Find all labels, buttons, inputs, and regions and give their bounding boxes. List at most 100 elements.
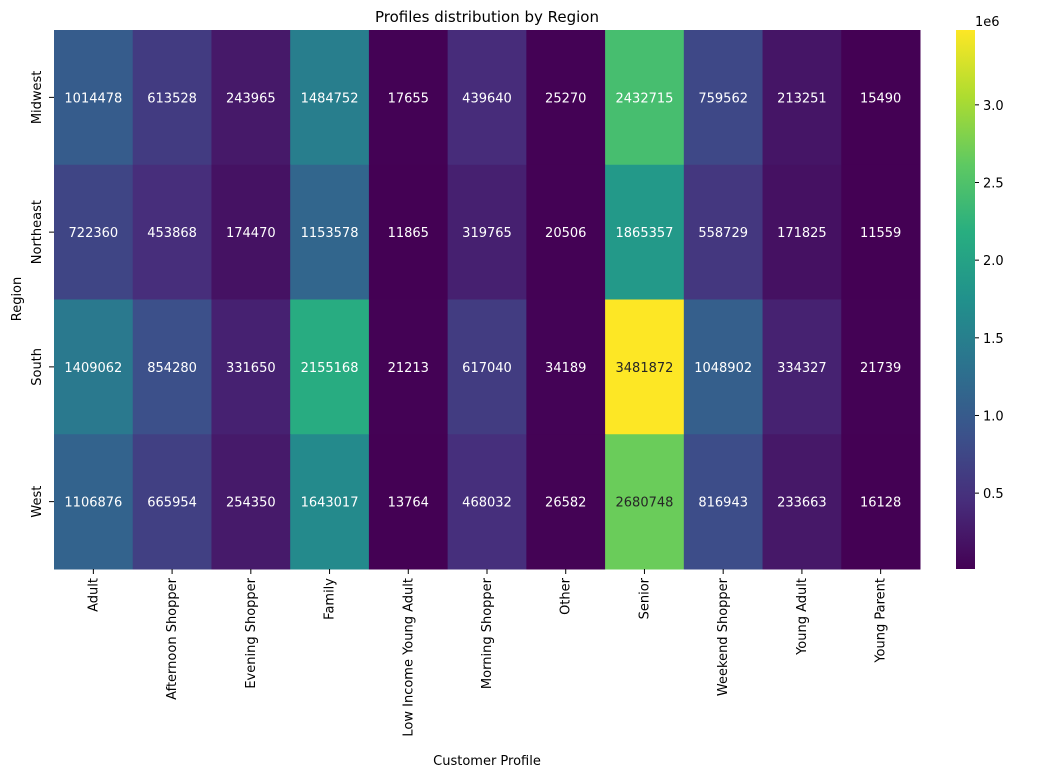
cell-value-label: 1484752 bbox=[301, 91, 359, 106]
heatmap-cell bbox=[54, 30, 134, 166]
cell-value-label: 854280 bbox=[147, 361, 197, 376]
cell-value-label: 2680748 bbox=[616, 496, 674, 511]
x-tick-label: Senior bbox=[637, 577, 652, 619]
cell-value-label: 334327 bbox=[777, 361, 827, 376]
cell-value-label: 1643017 bbox=[301, 496, 359, 511]
x-axis-title: Customer Profile bbox=[433, 754, 541, 769]
heatmap-cell bbox=[290, 30, 370, 166]
heatmap-cell bbox=[605, 164, 685, 300]
x-tick-label: Morning Shopper bbox=[480, 577, 495, 689]
y-axis-title: Region bbox=[10, 277, 25, 322]
heatmap-cell bbox=[368, 299, 449, 435]
heatmap-cell bbox=[211, 434, 291, 570]
y-tick-label: South bbox=[30, 348, 45, 386]
heatmap-cell bbox=[683, 30, 764, 166]
cell-value-label: 613528 bbox=[147, 91, 197, 106]
heatmap-cell bbox=[368, 30, 449, 166]
heatmap-cell bbox=[290, 299, 370, 435]
y-tick-label: Midwest bbox=[30, 71, 45, 125]
heatmap-cell bbox=[211, 30, 291, 166]
cell-value-label: 453868 bbox=[147, 226, 197, 241]
heatmap-cell bbox=[447, 30, 527, 166]
colorbar-tick-label: 1.5 bbox=[983, 332, 1004, 347]
cell-value-label: 617040 bbox=[462, 361, 512, 376]
x-tick-label: Other bbox=[559, 577, 574, 615]
heatmap-cell bbox=[683, 164, 764, 300]
heatmap-cell bbox=[211, 299, 291, 435]
cell-value-label: 25270 bbox=[545, 91, 586, 106]
cell-value-label: 1014478 bbox=[64, 91, 122, 106]
cell-value-label: 17655 bbox=[388, 91, 429, 106]
cell-value-label: 331650 bbox=[226, 361, 276, 376]
colorbar-tick-label: 3.0 bbox=[983, 99, 1004, 114]
heatmap-cell bbox=[132, 434, 212, 570]
cell-value-label: 233663 bbox=[777, 496, 827, 511]
cell-value-label: 722360 bbox=[69, 226, 119, 241]
colorbar: 1e6 0.5 1.0 1.5 2.0 2.5 3.0 bbox=[956, 15, 1004, 569]
heatmap-cell bbox=[526, 164, 606, 300]
heatmap-cell bbox=[526, 299, 606, 435]
heatmap-cell bbox=[841, 299, 921, 435]
heatmap-cell bbox=[683, 434, 764, 570]
colorbar-gradient bbox=[956, 30, 975, 569]
heatmap-cells: 1014478 613528 243965 1484752 17655 439640 252… bbox=[54, 30, 921, 570]
cell-value-label: 1048902 bbox=[694, 361, 752, 376]
heatmap-cell bbox=[132, 299, 212, 435]
heatmap-cell bbox=[683, 299, 764, 435]
heatmap-cell bbox=[368, 164, 449, 300]
heatmap-cell bbox=[211, 164, 291, 300]
colorbar-tick-label: 2.0 bbox=[983, 254, 1004, 269]
cell-value-label: 26582 bbox=[545, 496, 586, 511]
cell-value-label: 2155168 bbox=[301, 361, 359, 376]
colorbar-offset-label: 1e6 bbox=[975, 15, 1000, 30]
cell-value-label: 174470 bbox=[226, 226, 276, 241]
heatmap-cell bbox=[290, 434, 370, 570]
cell-value-label: 439640 bbox=[462, 91, 512, 106]
colorbar-tick-label: 2.5 bbox=[983, 177, 1004, 192]
x-tick-label: Weekend Shopper bbox=[716, 577, 731, 696]
cell-value-label: 213251 bbox=[777, 91, 827, 106]
heatmap-cell bbox=[290, 164, 370, 300]
x-tick-label: Evening Shopper bbox=[244, 577, 259, 688]
heatmap-cell bbox=[526, 30, 606, 166]
heatmap-cell bbox=[605, 299, 685, 435]
cell-value-label: 243965 bbox=[226, 91, 276, 106]
cell-value-label: 816943 bbox=[698, 496, 748, 511]
x-tick-label: Adult bbox=[86, 578, 101, 612]
y-axis: Midwest Northeast South West bbox=[30, 71, 54, 518]
x-tick-label: Low Income Young Adult bbox=[401, 578, 416, 737]
cell-value-label: 34189 bbox=[545, 361, 586, 376]
heatmap-cell bbox=[762, 164, 842, 300]
heatmap-cell bbox=[447, 299, 527, 435]
colorbar-tick-label: 1.0 bbox=[983, 409, 1004, 424]
cell-value-label: 759562 bbox=[698, 91, 748, 106]
cell-value-label: 15490 bbox=[860, 91, 901, 106]
heatmap-cell bbox=[605, 434, 685, 570]
cell-value-label: 1409062 bbox=[64, 361, 122, 376]
heatmap-cell bbox=[447, 164, 527, 300]
heatmap-cell bbox=[54, 164, 134, 300]
cell-value-label: 21213 bbox=[388, 361, 429, 376]
cell-value-label: 11865 bbox=[388, 226, 429, 241]
cell-value-label: 11559 bbox=[860, 226, 901, 241]
x-tick-label: Afternoon Shopper bbox=[165, 577, 180, 699]
cell-value-label: 1865357 bbox=[616, 226, 674, 241]
cell-value-label: 1153578 bbox=[301, 226, 359, 241]
heatmap-cell bbox=[132, 30, 212, 166]
colorbar-tick-label: 0.5 bbox=[983, 487, 1004, 502]
cell-value-label: 21739 bbox=[860, 361, 901, 376]
chart-title: Profiles distribution by Region bbox=[375, 8, 599, 26]
heatmap-cell bbox=[526, 434, 606, 570]
heatmap-cell bbox=[762, 299, 842, 435]
cell-value-label: 171825 bbox=[777, 226, 827, 241]
cell-value-label: 3481872 bbox=[616, 361, 674, 376]
cell-value-label: 2432715 bbox=[616, 91, 674, 106]
heatmap-cell bbox=[605, 30, 685, 166]
cell-value-label: 558729 bbox=[698, 226, 748, 241]
x-tick-label: Young Parent bbox=[874, 578, 889, 664]
cell-value-label: 13764 bbox=[388, 496, 429, 511]
y-tick-label: West bbox=[30, 486, 45, 518]
heatmap-cell bbox=[762, 434, 842, 570]
cell-value-label: 20506 bbox=[545, 226, 586, 241]
